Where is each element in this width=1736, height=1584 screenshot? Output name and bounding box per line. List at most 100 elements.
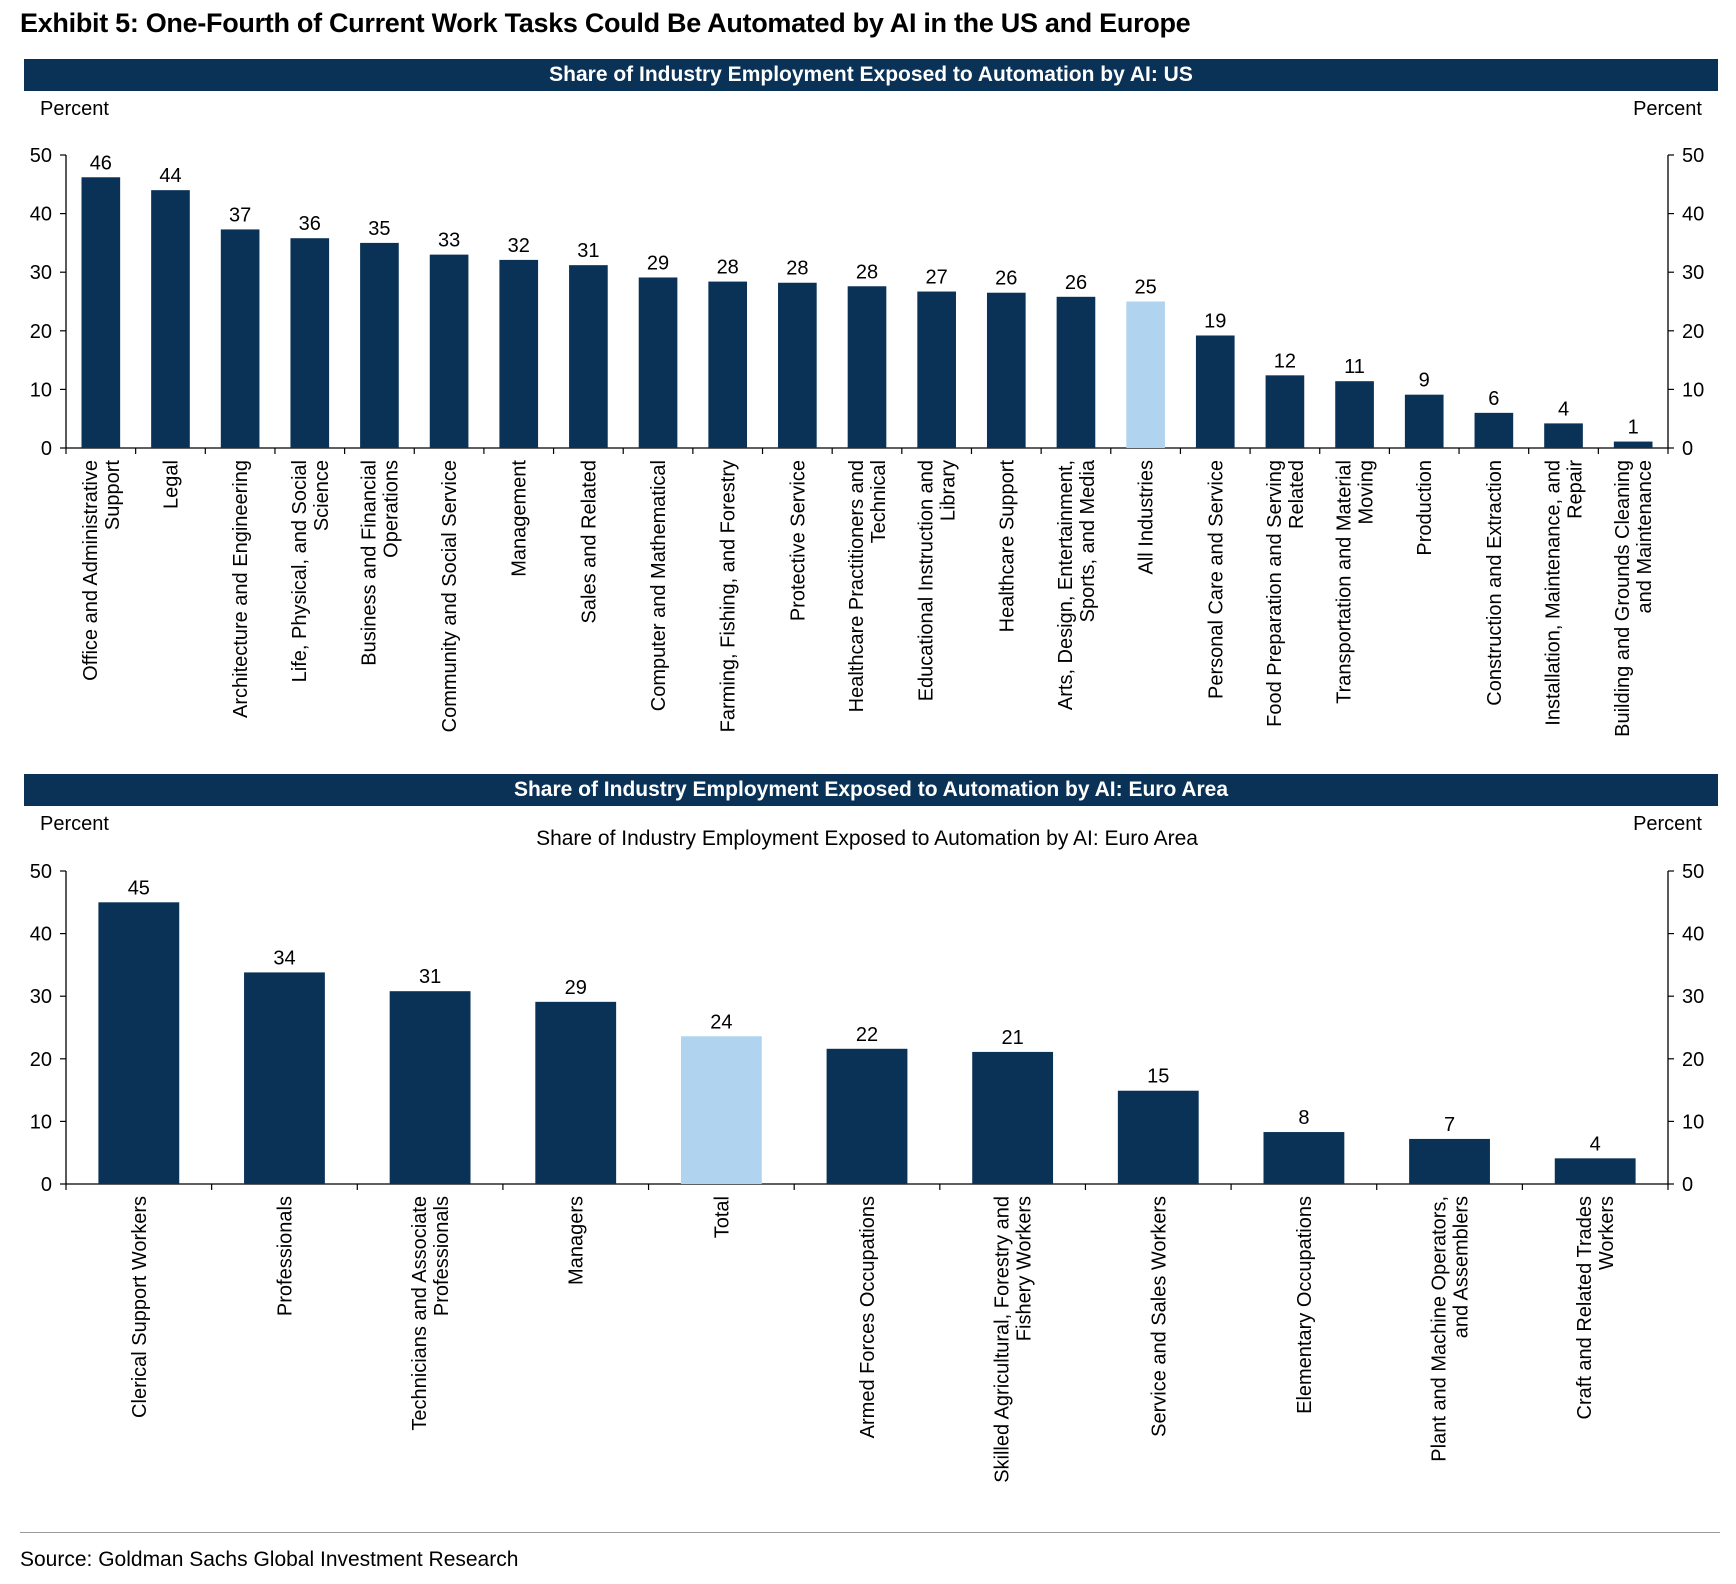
category-label: All Industries	[1136, 460, 1158, 575]
y-tick-label-right: 50	[1682, 861, 1704, 883]
category-label: Skilled Agricultural, Forestry andFisher…	[992, 1196, 1036, 1483]
category-label: Clerical Support Workers	[129, 1196, 151, 1418]
data-label: 12	[1274, 350, 1296, 372]
category-label: Sales and Related	[578, 460, 600, 623]
y-tick-label-right: 40	[1682, 204, 1704, 226]
category-label: Armed Forces Occupations	[857, 1196, 879, 1438]
bar	[1056, 296, 1096, 448]
category-label-line: Technical	[868, 460, 890, 543]
data-label: 29	[565, 977, 587, 999]
category-label-line: Installation, Maintenance, and	[1543, 460, 1565, 726]
y-tick-label-right: 0	[1682, 438, 1693, 460]
category-label-line: Moving	[1356, 460, 1378, 524]
bar	[81, 177, 121, 448]
bar	[1544, 423, 1583, 448]
y-tick-label-left: 20	[30, 1049, 52, 1071]
data-label: 29	[647, 252, 669, 274]
category-label-line: Clerical Support Workers	[129, 1196, 151, 1418]
bar	[499, 259, 539, 448]
data-label: 4	[1558, 398, 1569, 420]
data-label: 34	[273, 947, 295, 969]
category-label: Service and Sales Workers	[1148, 1196, 1170, 1437]
bar	[826, 1048, 908, 1184]
category-label-line: and Assemblers	[1451, 1196, 1473, 1338]
data-label: 8	[1298, 1107, 1309, 1129]
data-label: 31	[577, 240, 599, 262]
data-label: 19	[1204, 310, 1226, 332]
y-tick-label-right: 30	[1682, 986, 1704, 1008]
category-label-line: Personal Care and Service	[1205, 460, 1227, 699]
chart-title: Share of Industry Employment Exposed to …	[536, 827, 1198, 850]
bar	[429, 254, 469, 448]
data-label: 24	[710, 1011, 732, 1033]
category-label: Technicians and AssociateProfessionals	[409, 1196, 453, 1431]
category-label: Healthcare Practitioners andTechnical	[846, 460, 890, 712]
data-label: 44	[159, 165, 181, 187]
y-tick-label-left: 50	[30, 145, 52, 167]
bar	[708, 281, 748, 448]
category-label-line: and Maintenance	[1634, 460, 1656, 613]
data-label: 6	[1488, 388, 1499, 410]
category-label: Protective Service	[787, 460, 809, 621]
category-label-line: Healthcare Practitioners and	[846, 460, 868, 712]
left-axis-label: Percent	[40, 98, 109, 120]
bar	[847, 286, 887, 448]
data-label: 28	[786, 258, 808, 280]
category-label-line: Plant and Machine Operators,	[1429, 1196, 1451, 1462]
category-label: Plant and Machine Operators,and Assemble…	[1429, 1196, 1473, 1462]
bar	[1335, 381, 1374, 448]
category-label-line: Farming, Fishing, and Forestry	[718, 460, 740, 732]
category-label: Transportation and MaterialMoving	[1334, 460, 1378, 704]
category-label: Architecture and Engineering	[230, 460, 252, 718]
category-label-line: Office and Administrative	[80, 460, 102, 681]
bar	[1474, 412, 1514, 448]
category-label-line: Support	[102, 460, 124, 530]
category-label-line: Operations	[380, 460, 402, 558]
y-tick-label-right: 30	[1682, 262, 1704, 284]
bar	[535, 1001, 617, 1184]
y-tick-label-left: 40	[30, 204, 52, 226]
bar	[1263, 1132, 1345, 1184]
category-label-line: Building and Grounds Cleaning	[1612, 460, 1634, 737]
y-tick-label-right: 50	[1682, 145, 1704, 167]
data-label: 7	[1444, 1114, 1455, 1136]
bar	[1195, 335, 1235, 448]
category-label-line: Related	[1286, 460, 1308, 529]
bar-highlight	[1126, 301, 1165, 448]
y-tick-label-left: 40	[30, 924, 52, 946]
data-label: 36	[299, 213, 321, 235]
category-label-line: Fishery Workers	[1014, 1196, 1036, 1341]
bar	[972, 1051, 1054, 1184]
category-label-line: Legal	[160, 460, 182, 509]
data-label: 45	[128, 877, 150, 899]
data-label: 28	[856, 261, 878, 283]
bar	[1404, 394, 1444, 448]
data-label: 1	[1628, 417, 1639, 439]
category-label-line: Protective Service	[787, 460, 809, 621]
data-label: 26	[995, 268, 1017, 290]
data-label: 22	[856, 1024, 878, 1046]
category-label-line: Repair	[1565, 460, 1587, 519]
category-label: Healthcare Support	[996, 460, 1018, 633]
data-label: 15	[1147, 1066, 1169, 1088]
category-label-line: Armed Forces Occupations	[857, 1196, 879, 1438]
bar	[1409, 1138, 1490, 1184]
category-label: Community and Social Service	[439, 460, 461, 732]
exhibit-title: Exhibit 5: One-Fourth of Current Work Ta…	[20, 8, 1191, 38]
category-label-line: Library	[938, 460, 960, 521]
y-tick-label-right: 10	[1682, 1111, 1704, 1133]
y-tick-label-left: 10	[30, 1111, 52, 1133]
bar	[360, 242, 399, 448]
bar	[1265, 375, 1305, 448]
category-label: Managers	[566, 1196, 588, 1285]
category-label-line: Community and Social Service	[439, 460, 461, 732]
y-tick-label-right: 0	[1682, 1174, 1693, 1196]
y-tick-label-left: 20	[30, 321, 52, 343]
y-tick-label-right: 20	[1682, 321, 1704, 343]
bar	[290, 238, 330, 448]
category-label-line: Life, Physical, and Social	[289, 460, 311, 682]
data-label: 9	[1419, 370, 1430, 392]
footer-divider	[20, 1532, 1720, 1533]
category-label: Building and Grounds Cleaningand Mainten…	[1612, 460, 1656, 737]
